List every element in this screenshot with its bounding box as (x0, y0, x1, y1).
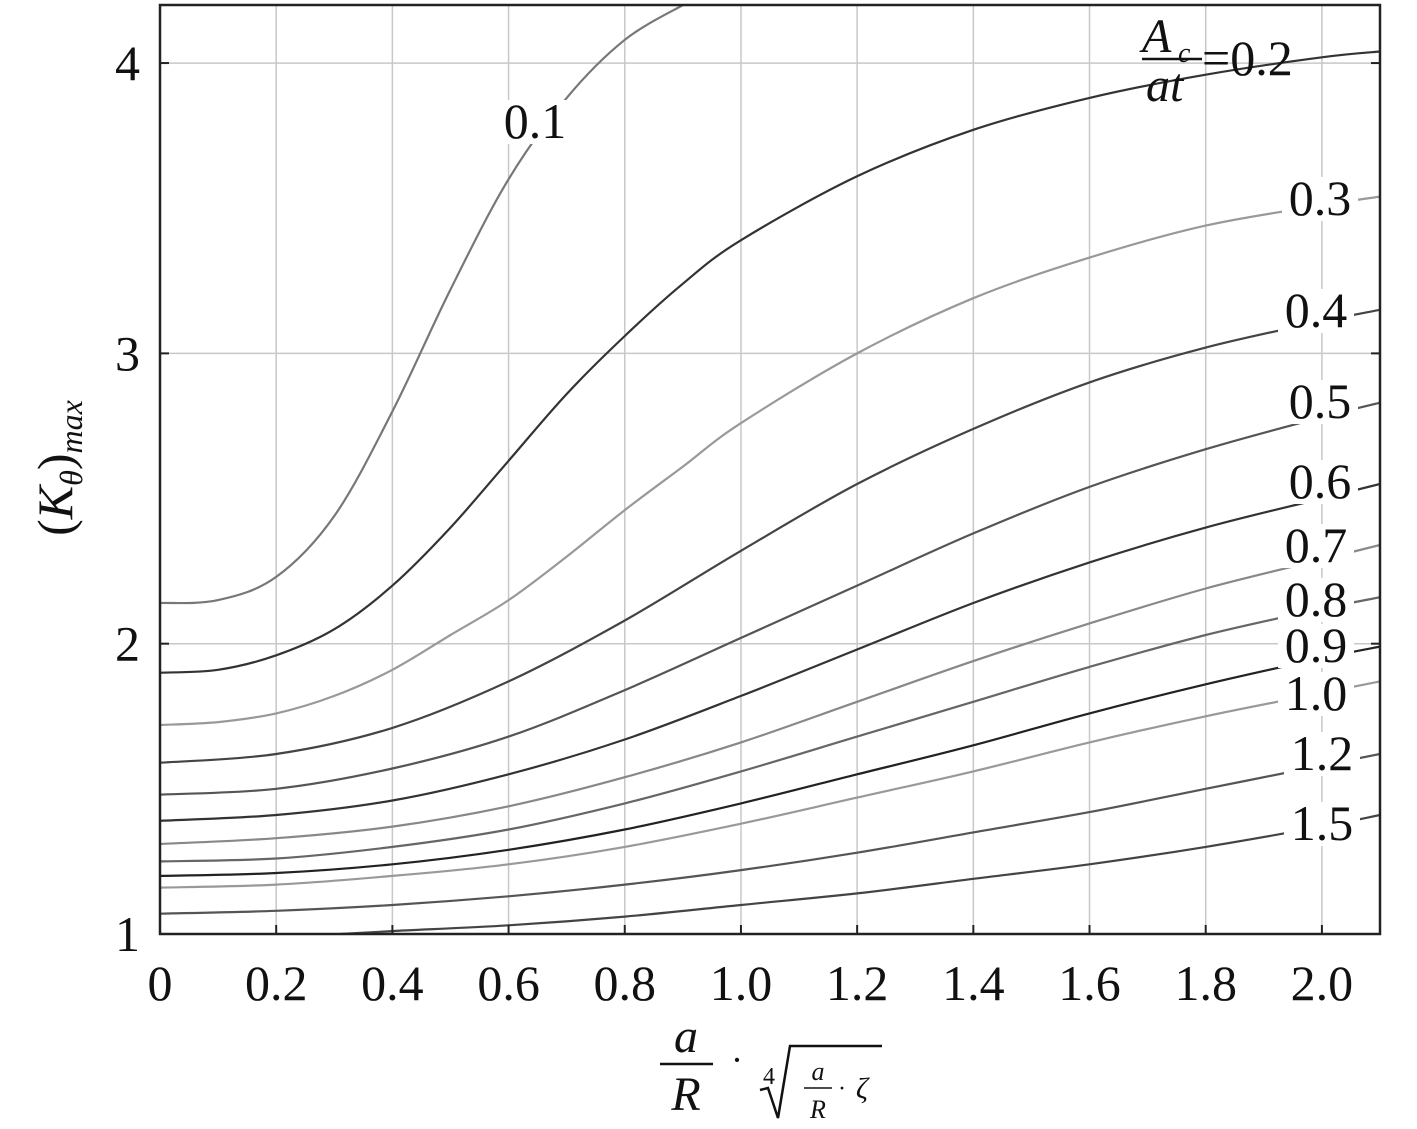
curve-label-0-3: 0.3 (1289, 170, 1352, 226)
x-title-root-index: 4 (763, 1064, 775, 1090)
y-tick-label: 2 (115, 616, 140, 672)
curve-0-5 (160, 401, 1380, 796)
curve-label-0-4: 0.4 (1285, 282, 1348, 338)
parameter-numerator: A (1139, 10, 1172, 63)
svg-text:(Kθ)max: (Kθ)max (27, 400, 89, 536)
curve-label-0-8: 0.8 (1285, 571, 1348, 627)
grid-lines (160, 5, 1380, 934)
curve-0-9 (160, 645, 1380, 877)
x-title-inner-dot: · (838, 1076, 846, 1102)
curve-0-2 (160, 50, 1380, 674)
x-tick-label: 2.0 (1291, 955, 1354, 1011)
y-tick-label: 4 (115, 35, 140, 91)
parameter-label: A c at =0.2 (1139, 10, 1293, 112)
x-tick-label: 0.2 (245, 955, 308, 1011)
parameter-numerator-sub: c (1178, 38, 1191, 69)
parameter-denominator: at (1146, 59, 1185, 112)
curve-label-0-7: 0.7 (1285, 517, 1348, 573)
y-tick-label: 3 (115, 325, 140, 381)
y-axis-title: (Kθ)max (27, 400, 89, 536)
curve-label-bg (1284, 802, 1360, 846)
y-title-k: K (27, 483, 83, 520)
curve-1-2 (160, 752, 1380, 915)
curve-label-0-6: 0.6 (1289, 453, 1352, 509)
curve-1-0 (160, 680, 1380, 889)
x-title-dot: · (731, 1040, 743, 1080)
curve-label-bg (497, 100, 573, 144)
curve-label-1-5: 1.5 (1291, 795, 1354, 851)
curve-labels: 0.1 0.3 0.4 0.5 0.6 0.70.80.91.01.2 1.5 (497, 93, 1360, 851)
x-tick-label: 0.8 (594, 955, 657, 1011)
curve-label-1-0: 1.0 (1285, 665, 1348, 721)
x-axis-title: a R · 4 a R · ζ (660, 1010, 882, 1124)
curve-label-0-9: 0.9 (1285, 617, 1348, 673)
parameter-value: =0.2 (1202, 30, 1293, 86)
y-tick-label: 1 (115, 906, 140, 962)
x-title-radical (759, 1044, 882, 1119)
curve-0-6 (160, 482, 1380, 822)
x-title-zeta: ζ (856, 1072, 870, 1105)
curve-0-8 (160, 596, 1380, 863)
curve-0-7 (160, 543, 1380, 846)
y-title-close: ) (27, 453, 83, 470)
curve-label-bg (1278, 524, 1354, 568)
x-tick-label: 1.6 (1058, 955, 1121, 1011)
x-title-r: R (670, 1068, 700, 1121)
curve-label-1-2: 1.2 (1291, 725, 1354, 781)
x-tick-label: 1.2 (826, 955, 889, 1011)
curve-label-0-1: 0.1 (504, 93, 567, 149)
curve-0-3 (160, 195, 1380, 727)
x-title-inner-r: R (809, 1095, 826, 1124)
curve-label-bg (1278, 672, 1354, 716)
x-title-inner-a: a (812, 1057, 825, 1086)
x-title-a: a (674, 1010, 698, 1063)
plot-frame (158, 3, 1382, 936)
x-tick-label: 0 (148, 955, 173, 1011)
y-title-open: ( (27, 519, 83, 536)
curve-label-bg (1278, 289, 1354, 333)
x-tick-label: 1.4 (942, 955, 1005, 1011)
x-tick-label: 1.0 (710, 955, 773, 1011)
curve-1-5 (340, 813, 1380, 934)
y-title-theta: θ (53, 470, 89, 486)
curve-label-bg (1278, 624, 1354, 668)
curves (160, 5, 1380, 934)
x-tick-label: 0.6 (477, 955, 540, 1011)
y-title-sub: max (53, 400, 89, 453)
curve-label-0-5: 0.5 (1289, 373, 1352, 429)
curve-0-4 (160, 308, 1380, 764)
tick-marks (159, 62, 1380, 935)
curve-label-bg (1278, 578, 1354, 622)
curve-label-bg (1282, 460, 1358, 504)
curve-label-bg (1282, 380, 1358, 424)
curve-label-bg (1282, 177, 1358, 221)
x-tick-label: 0.4 (361, 955, 424, 1011)
curve-label-bg (1284, 732, 1360, 776)
x-tick-label: 1.8 (1174, 955, 1237, 1011)
curve-0-1 (160, 5, 684, 605)
